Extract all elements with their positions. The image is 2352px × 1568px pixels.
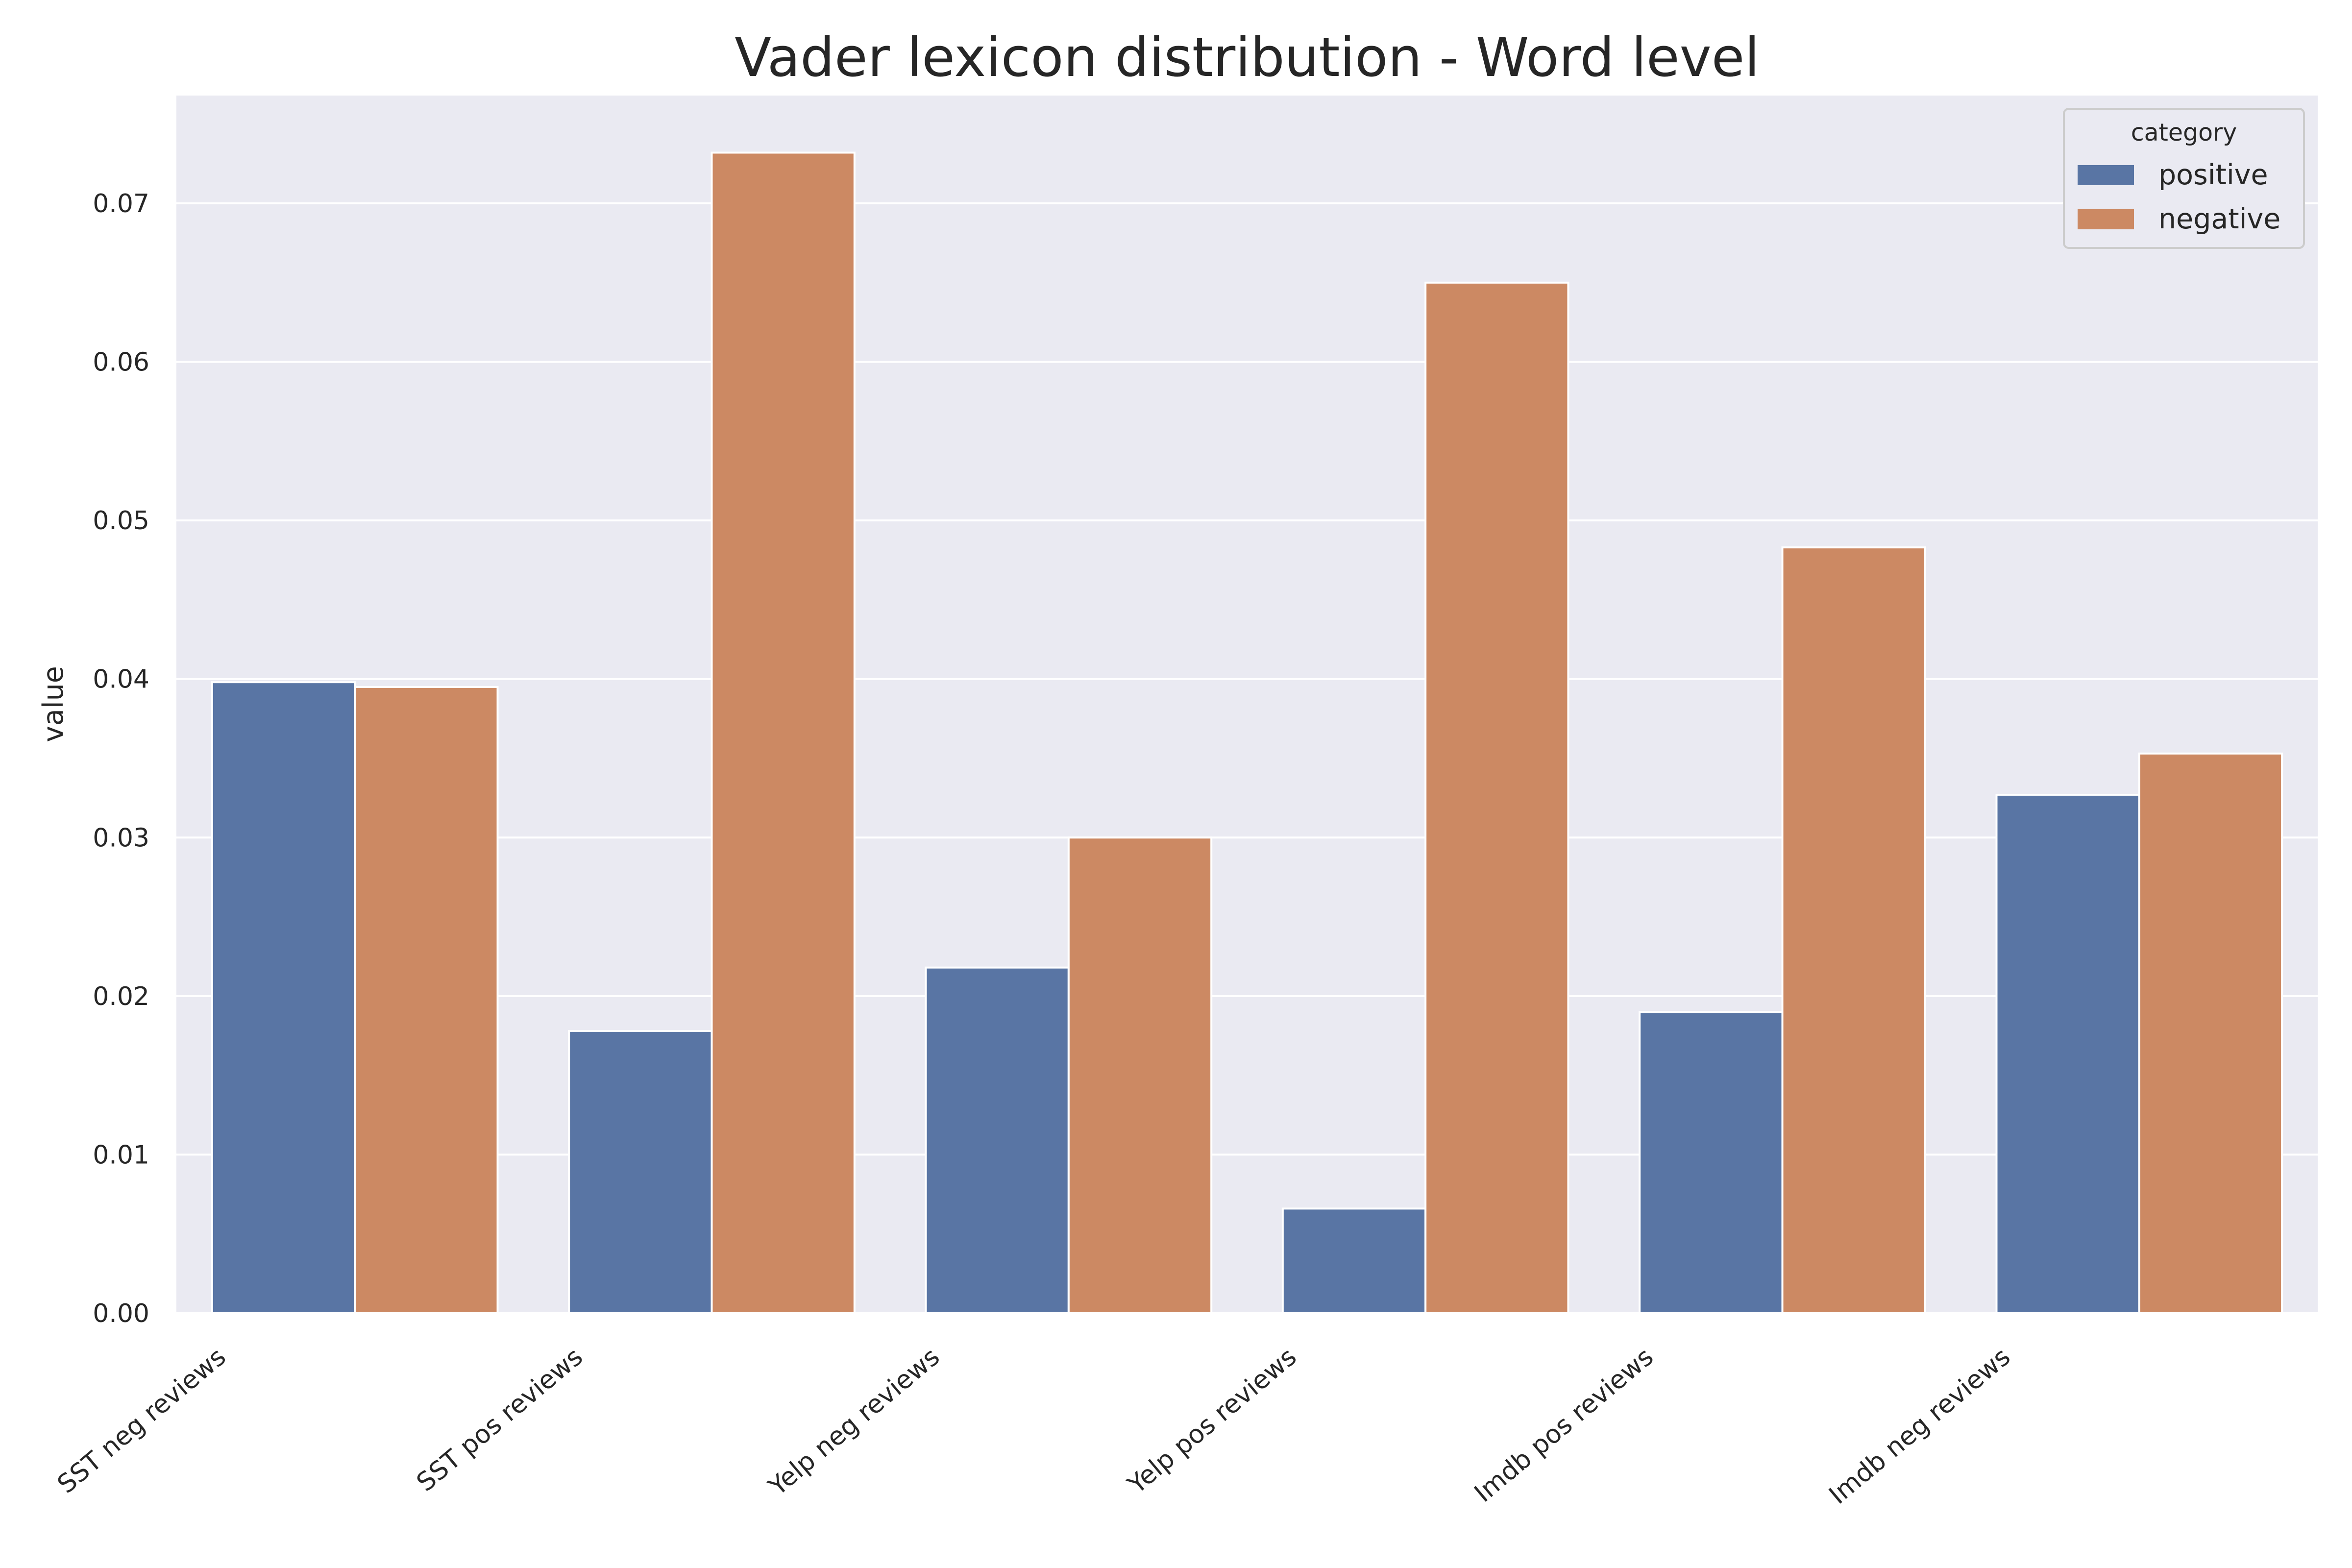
bar-positive [568,1030,713,1315]
bar-negative [1067,836,1213,1314]
legend-label-positive: positive [2158,159,2268,191]
bar-positive [1639,1011,1784,1315]
bar-positive [1995,793,2140,1314]
chart-title: Vader lexicon distribution - Word level [735,26,1760,89]
legend-swatch-positive [2078,165,2134,185]
bar-negative [354,686,499,1314]
bars [211,151,2283,1315]
y-tick-label: 0.02 [93,982,149,1011]
legend: category positive negative [2063,108,2305,249]
legend-title: category [2131,119,2237,147]
bar-negative [1424,281,1569,1315]
plot-area [176,96,2318,1313]
bar-negative [710,151,856,1314]
legend-label-negative: negative [2158,203,2280,235]
y-tick-label: 0.01 [93,1140,149,1170]
x-tick-label: Yelp pos reviews [1122,1342,1302,1500]
legend-swatch-negative [2078,209,2134,229]
x-tick-label: Yelp neg reviews [763,1342,945,1502]
y-tick-label: 0.07 [93,189,149,219]
x-axis-ticks: SST neg reviews SST pos reviews Yelp neg r… [52,1342,2016,1510]
y-tick-label: 0.05 [93,506,149,536]
bar-negative [2138,752,2283,1314]
x-tick-label: SST pos reviews [411,1342,588,1497]
y-axis-ticks: 0.00 0.01 0.02 0.03 0.04 0.05 0.06 0.07 [93,189,149,1328]
y-tick-label: 0.03 [93,823,149,853]
x-tick-label: SST neg reviews [52,1342,231,1499]
y-tick-label: 0.06 [93,348,149,377]
y-tick-label: 0.04 [93,665,149,694]
y-axis-label: value [37,666,70,742]
x-tick-label: Imdb neg reviews [1824,1342,2016,1510]
gridlines [176,202,2318,1314]
bar-negative [1781,546,1926,1314]
x-tick-label: Imdb pos reviews [1469,1342,1659,1508]
bar-positive [1281,1207,1427,1314]
bar-positive [925,966,1070,1315]
bar-positive [211,681,356,1314]
y-tick-label: 0.00 [93,1299,149,1328]
